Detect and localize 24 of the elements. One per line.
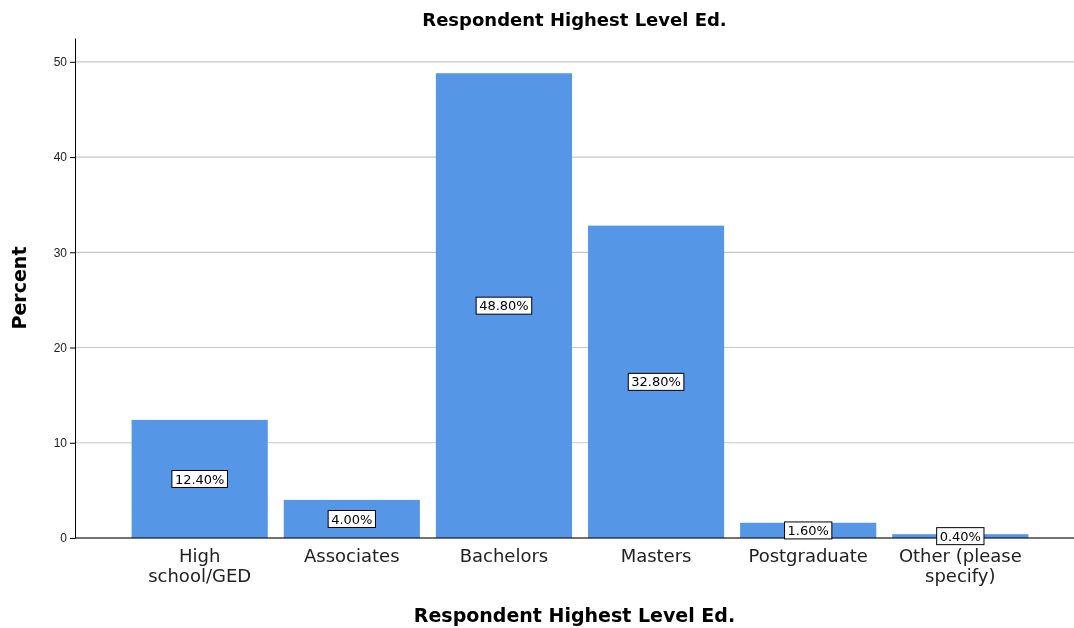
x-tick-label: Other (please specify) (898, 545, 1022, 586)
y-tick-label: 10 (53, 436, 68, 451)
x-tick-label: Associates (304, 545, 400, 566)
y-tick-label: 40 (53, 150, 68, 165)
data-label: 4.00% (331, 511, 373, 527)
bar (131, 419, 268, 538)
x-axis-title: Respondent Highest Level Ed. (413, 604, 736, 626)
x-tick-label: Postgraduate (748, 545, 868, 566)
y-axis-title: Percent (8, 246, 30, 330)
data-label: 48.80% (479, 298, 529, 314)
bar (587, 225, 725, 538)
y-tick-label: 20 (53, 340, 68, 355)
data-label: 12.40% (174, 471, 225, 487)
x-tick-label: High school/GED (148, 545, 252, 586)
chart-title: Respondent Highest Level Ed. (422, 9, 727, 30)
y-tick-label: 30 (53, 245, 68, 260)
x-tick-label: Bachelors (459, 545, 549, 566)
bar (435, 73, 573, 538)
data-label: 0.40% (939, 528, 981, 544)
y-tick-label: 0 (60, 531, 68, 546)
data-label: 1.60% (787, 522, 829, 538)
x-tick-label: Masters (620, 545, 692, 566)
data-label: 32.80% (631, 374, 681, 390)
y-tick-label: 50 (53, 55, 68, 70)
